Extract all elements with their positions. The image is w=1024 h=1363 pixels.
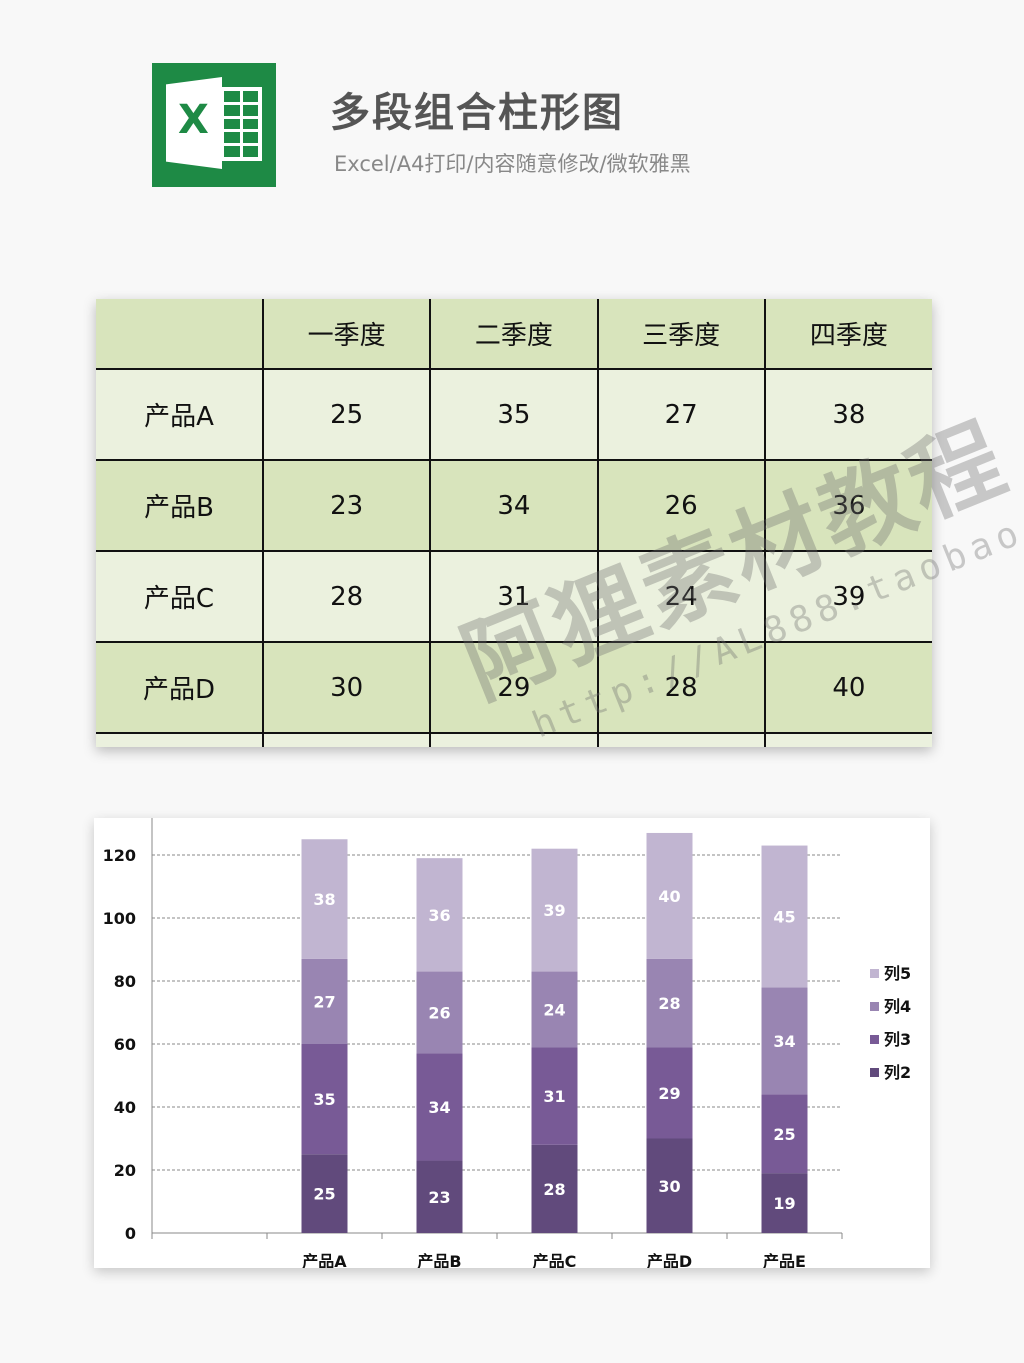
stacked-bar-chart: 0 20 40 60 80 100 120 产品A 25 35 27 38 产品B 23 34 26 36 产品C…	[94, 818, 930, 1271]
table-header-row: 一季度 二季度 三季度 四季度	[96, 299, 932, 370]
data-label: 34	[428, 1098, 450, 1117]
y-tick-label: 60	[114, 1035, 136, 1054]
data-label: 26	[428, 1004, 450, 1023]
cell: 29	[429, 641, 599, 734]
bar-segment	[301, 1154, 348, 1233]
data-label: 19	[773, 1194, 795, 1213]
bar-segment	[646, 958, 693, 1048]
bar-segment	[301, 839, 348, 959]
x-tick-label: 产品A	[302, 1252, 347, 1268]
cell: 26	[596, 459, 766, 552]
cell: 23	[261, 459, 432, 552]
y-tick-label: 100	[103, 909, 136, 928]
header-cell: 四季度	[763, 299, 932, 370]
x-tick-label: 产品B	[417, 1252, 461, 1268]
bar-segment	[416, 1160, 463, 1233]
bar-segment	[531, 1144, 578, 1233]
bar-segment	[646, 1138, 693, 1233]
data-label: 40	[658, 887, 680, 906]
y-tick-label: 80	[114, 972, 136, 991]
cell: 38	[763, 368, 932, 461]
data-label: 25	[313, 1185, 335, 1204]
data-label: 45	[773, 907, 795, 926]
bar-segment	[416, 971, 463, 1054]
cell: 30	[261, 641, 432, 734]
bar-segment	[416, 1053, 463, 1161]
data-label: 39	[543, 901, 565, 920]
bar-segment	[531, 848, 578, 972]
legend-label: 列2	[884, 1063, 911, 1082]
data-label: 30	[658, 1177, 680, 1196]
y-tick-label: 40	[114, 1098, 136, 1117]
bar-segment	[301, 1044, 348, 1155]
page-title: 多段组合柱形图	[330, 90, 624, 136]
bar-segment	[761, 1173, 808, 1233]
header-cell	[96, 299, 264, 370]
data-label: 35	[313, 1090, 335, 1109]
table-row: 产品C 28 31 24 39	[96, 550, 932, 643]
excel-logo-icon: X	[152, 63, 276, 187]
logo-letter: X	[178, 97, 209, 143]
legend-swatch	[870, 1002, 879, 1011]
bar-segment	[761, 845, 808, 988]
data-label: 24	[543, 1000, 565, 1019]
x-tick-label: 产品D	[647, 1252, 692, 1268]
data-label: 31	[543, 1087, 565, 1106]
y-tick-label: 120	[103, 846, 136, 865]
legend-label: 列3	[884, 1030, 911, 1049]
data-label: 38	[313, 890, 335, 909]
header-cell: 二季度	[429, 299, 599, 370]
bar-segment	[761, 987, 808, 1095]
bar-segment	[416, 858, 463, 972]
legend-label: 列5	[884, 964, 911, 983]
row-label: 产品B	[96, 459, 264, 552]
cell: 27	[596, 368, 766, 461]
cell: 40	[763, 641, 932, 734]
cell: 35	[429, 368, 599, 461]
page-subtitle: Excel/A4打印/内容随意修改/微软雅黑	[334, 152, 691, 176]
x-tick-label: 产品E	[763, 1252, 806, 1268]
cell: 34	[429, 459, 599, 552]
data-label: 27	[313, 992, 335, 1011]
data-label: 36	[428, 906, 450, 925]
y-tick-label: 0	[125, 1224, 136, 1243]
row-label: 产品D	[96, 641, 264, 734]
data-label: 34	[773, 1032, 795, 1051]
cell: 28	[596, 641, 766, 734]
cell: 36	[763, 459, 932, 552]
bar-segment	[301, 958, 348, 1044]
cell: 39	[763, 550, 932, 643]
cell: 25	[261, 368, 432, 461]
bar-segment	[531, 1047, 578, 1145]
data-label: 25	[773, 1125, 795, 1144]
row-label: 产品A	[96, 368, 264, 461]
header-cell: 一季度	[261, 299, 432, 370]
legend-swatch	[870, 969, 879, 978]
table-row: 产品D 30 29 28 40	[96, 641, 932, 734]
cell: 28	[261, 550, 432, 643]
cell: 31	[429, 550, 599, 643]
bar-segment	[531, 971, 578, 1048]
table-row-partial	[96, 732, 932, 747]
chart-svg: 0 20 40 60 80 100 120 产品A 25 35 27 38 产品B 23 34 26 36 产品C…	[103, 818, 911, 1271]
table-row: 产品A 25 35 27 38	[96, 368, 932, 461]
row-label: 产品C	[96, 550, 264, 643]
bar-segment	[646, 1047, 693, 1139]
legend-label: 列4	[884, 997, 911, 1016]
data-label: 28	[658, 994, 680, 1013]
cell: 24	[596, 550, 766, 643]
data-table: 一季度 二季度 三季度 四季度 产品A 25 35 27 38 产品B 23 3…	[96, 299, 932, 747]
table-row: 产品B 23 34 26 36	[96, 459, 932, 552]
x-tick-label: 产品C	[533, 1252, 577, 1268]
data-label: 29	[658, 1084, 680, 1103]
data-label: 28	[543, 1180, 565, 1199]
bar-segment	[646, 832, 693, 959]
data-label: 23	[428, 1188, 450, 1207]
legend-swatch	[870, 1068, 879, 1077]
y-tick-label: 20	[114, 1161, 136, 1180]
bar-segment	[761, 1094, 808, 1174]
header-cell: 三季度	[596, 299, 766, 370]
legend-swatch	[870, 1035, 879, 1044]
